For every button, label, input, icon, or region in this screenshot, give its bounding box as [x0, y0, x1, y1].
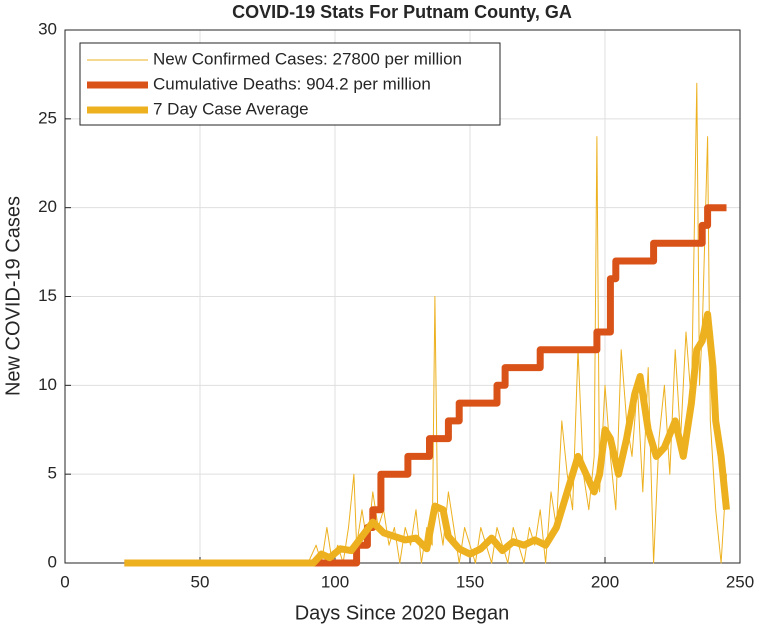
- data-line: [124, 310, 730, 567]
- y-tick-label: 5: [48, 464, 57, 483]
- x-tick-label: 0: [60, 572, 69, 591]
- chart-title: COVID-19 Stats For Putnam County, GA: [232, 2, 572, 22]
- y-tick-label: 25: [38, 108, 57, 127]
- y-tick-label: 10: [38, 375, 57, 394]
- x-tick-label: 100: [321, 572, 349, 591]
- legend-label: Cumulative Deaths: 904.2 per million: [153, 74, 431, 93]
- legend-label: New Confirmed Cases: 27800 per million: [153, 49, 462, 68]
- x-tick-label: 250: [726, 572, 754, 591]
- x-tick-label: 200: [591, 572, 619, 591]
- y-tick-label: 30: [38, 19, 57, 38]
- y-tick-label: 15: [38, 286, 57, 305]
- y-axis-label: New COVID-19 Cases: [2, 196, 24, 396]
- x-tick-label: 50: [191, 572, 210, 591]
- plot-frame: [64, 29, 741, 564]
- legend-box: [79, 42, 501, 126]
- x-axis-label: Days Since 2020 Began: [295, 602, 510, 624]
- legend-label: 7 Day Case Average: [153, 99, 309, 118]
- y-tick-label: 0: [48, 552, 57, 571]
- x-tick-label: 150: [456, 572, 484, 591]
- y-tick-label: 20: [38, 197, 57, 216]
